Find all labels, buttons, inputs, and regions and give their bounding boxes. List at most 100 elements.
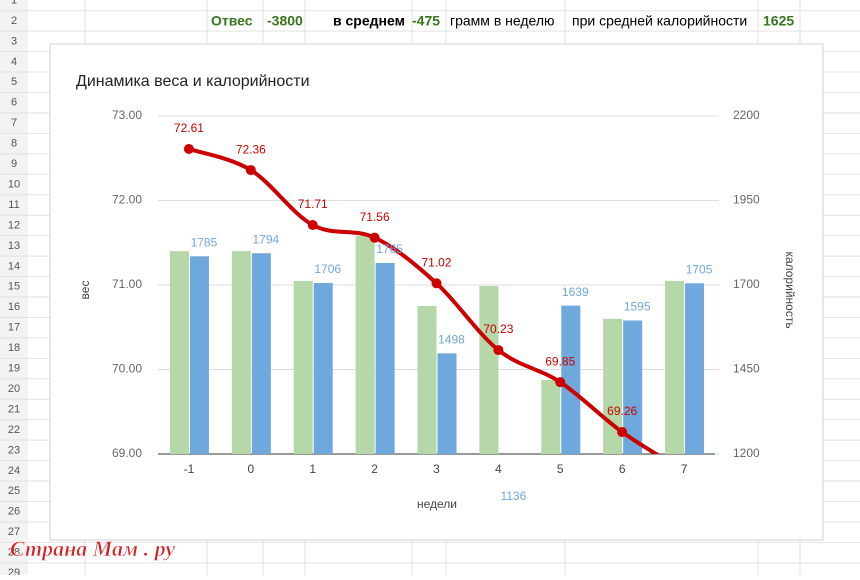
row-number: 26 <box>8 506 20 518</box>
row-number: 14 <box>8 260 20 272</box>
data-label: 71.02 <box>421 255 451 269</box>
row-number: 6 <box>11 97 17 109</box>
data-label: 70.23 <box>483 322 513 336</box>
row-number: 10 <box>8 178 20 190</box>
bar <box>375 263 395 454</box>
row-number: 20 <box>8 383 20 395</box>
row-number: 21 <box>8 403 20 415</box>
bar <box>231 251 251 454</box>
row-number: 24 <box>8 465 20 477</box>
chart-title: Динамика веса и калорийности <box>76 73 310 90</box>
x-tick-label: -1 <box>184 462 195 476</box>
row-number: 16 <box>8 301 20 313</box>
y-axis-label: вес <box>78 281 92 300</box>
data-label: 1785 <box>191 235 218 249</box>
row-number: 1 <box>11 0 17 6</box>
bar <box>189 256 209 454</box>
bar <box>685 283 705 454</box>
bar <box>437 353 457 454</box>
bar <box>293 280 313 454</box>
data-label: 1706 <box>314 262 341 276</box>
cell-text: Отвес <box>211 13 253 29</box>
top-cells: Отвес -3800 в среднем -475 грамм в неделю при… <box>211 13 794 29</box>
data-label: 1794 <box>252 232 279 246</box>
y-tick-label: 72.00 <box>112 193 142 207</box>
cell-text: в среднем <box>333 13 405 29</box>
data-label: 1595 <box>624 300 651 314</box>
row-number: 27 <box>8 526 20 538</box>
data-label: 71.56 <box>360 210 390 224</box>
y2-tick-label: 2200 <box>733 108 760 122</box>
row-number: 23 <box>8 444 20 456</box>
cell-text: -475 <box>412 13 440 29</box>
row-number: 8 <box>11 138 17 150</box>
y-tick-label: 71.00 <box>112 277 142 291</box>
row-number: 5 <box>11 76 17 88</box>
line-point <box>369 232 380 243</box>
row-number: 22 <box>8 424 20 436</box>
data-label: 69.26 <box>607 404 637 418</box>
x-tick-label: 4 <box>495 462 502 476</box>
bar <box>479 286 499 454</box>
row-number: 3 <box>11 35 17 47</box>
bar <box>417 305 437 454</box>
row-number: 4 <box>11 56 17 68</box>
row-number: 12 <box>8 219 20 231</box>
x-tick-label: 7 <box>681 462 688 476</box>
y-tick-label: 73.00 <box>112 108 142 122</box>
data-label: 1498 <box>438 332 465 346</box>
row-number: 28 <box>8 547 20 559</box>
row-number: 17 <box>8 322 20 334</box>
row-number: 25 <box>8 485 20 497</box>
y2-tick-label: 1950 <box>733 193 760 207</box>
plot-area <box>169 143 705 454</box>
bar <box>169 251 189 454</box>
x-tick-label: 2 <box>371 462 378 476</box>
data-label: 1136 <box>500 489 526 503</box>
row-number: 15 <box>8 281 20 293</box>
y2-tick-label: 1200 <box>733 446 760 460</box>
x-axis-label: недели <box>417 497 457 511</box>
y-tick-label: 69.00 <box>112 446 142 460</box>
row-number: 18 <box>8 342 20 354</box>
row-number: 13 <box>8 240 20 252</box>
line-point <box>555 377 566 388</box>
chart: Динамика веса и калорийности69.0070.0071… <box>76 73 797 511</box>
bar <box>313 282 333 454</box>
data-label: 69.85 <box>545 354 575 368</box>
row-number: 7 <box>11 117 17 129</box>
y-tick-label: 70.00 <box>112 362 142 376</box>
y2-axis-label: калорийность <box>783 251 797 328</box>
data-label: 71.71 <box>298 197 328 211</box>
cell-text: грамм в неделю <box>450 13 555 29</box>
cell-text: 1625 <box>763 13 794 29</box>
line-point <box>431 278 442 289</box>
cell-text: -3800 <box>267 13 303 29</box>
row-number: 11 <box>8 199 19 211</box>
row-number: 2 <box>11 15 17 27</box>
line-point <box>245 165 256 176</box>
x-tick-label: 3 <box>433 462 440 476</box>
y2-tick-label: 1450 <box>733 362 760 376</box>
row-number: 9 <box>11 158 17 170</box>
x-tick-label: 0 <box>247 462 254 476</box>
row-number: 19 <box>8 363 20 375</box>
bar <box>665 280 685 454</box>
bar <box>251 253 271 454</box>
data-label: 72.36 <box>236 142 266 156</box>
bar <box>561 305 581 454</box>
data-label: 1639 <box>562 285 589 299</box>
bar <box>355 235 375 454</box>
watermark: Страна Мам . ру <box>10 536 175 561</box>
line-point <box>307 220 318 231</box>
row-number: 29 <box>8 567 20 575</box>
x-tick-label: 5 <box>557 462 564 476</box>
bar <box>541 379 561 454</box>
data-label: 1765 <box>376 242 403 256</box>
data-label: 1705 <box>686 262 713 276</box>
line-point <box>183 143 194 154</box>
x-tick-label: 6 <box>619 462 626 476</box>
row-header-bg <box>0 0 28 575</box>
bar <box>623 320 643 454</box>
